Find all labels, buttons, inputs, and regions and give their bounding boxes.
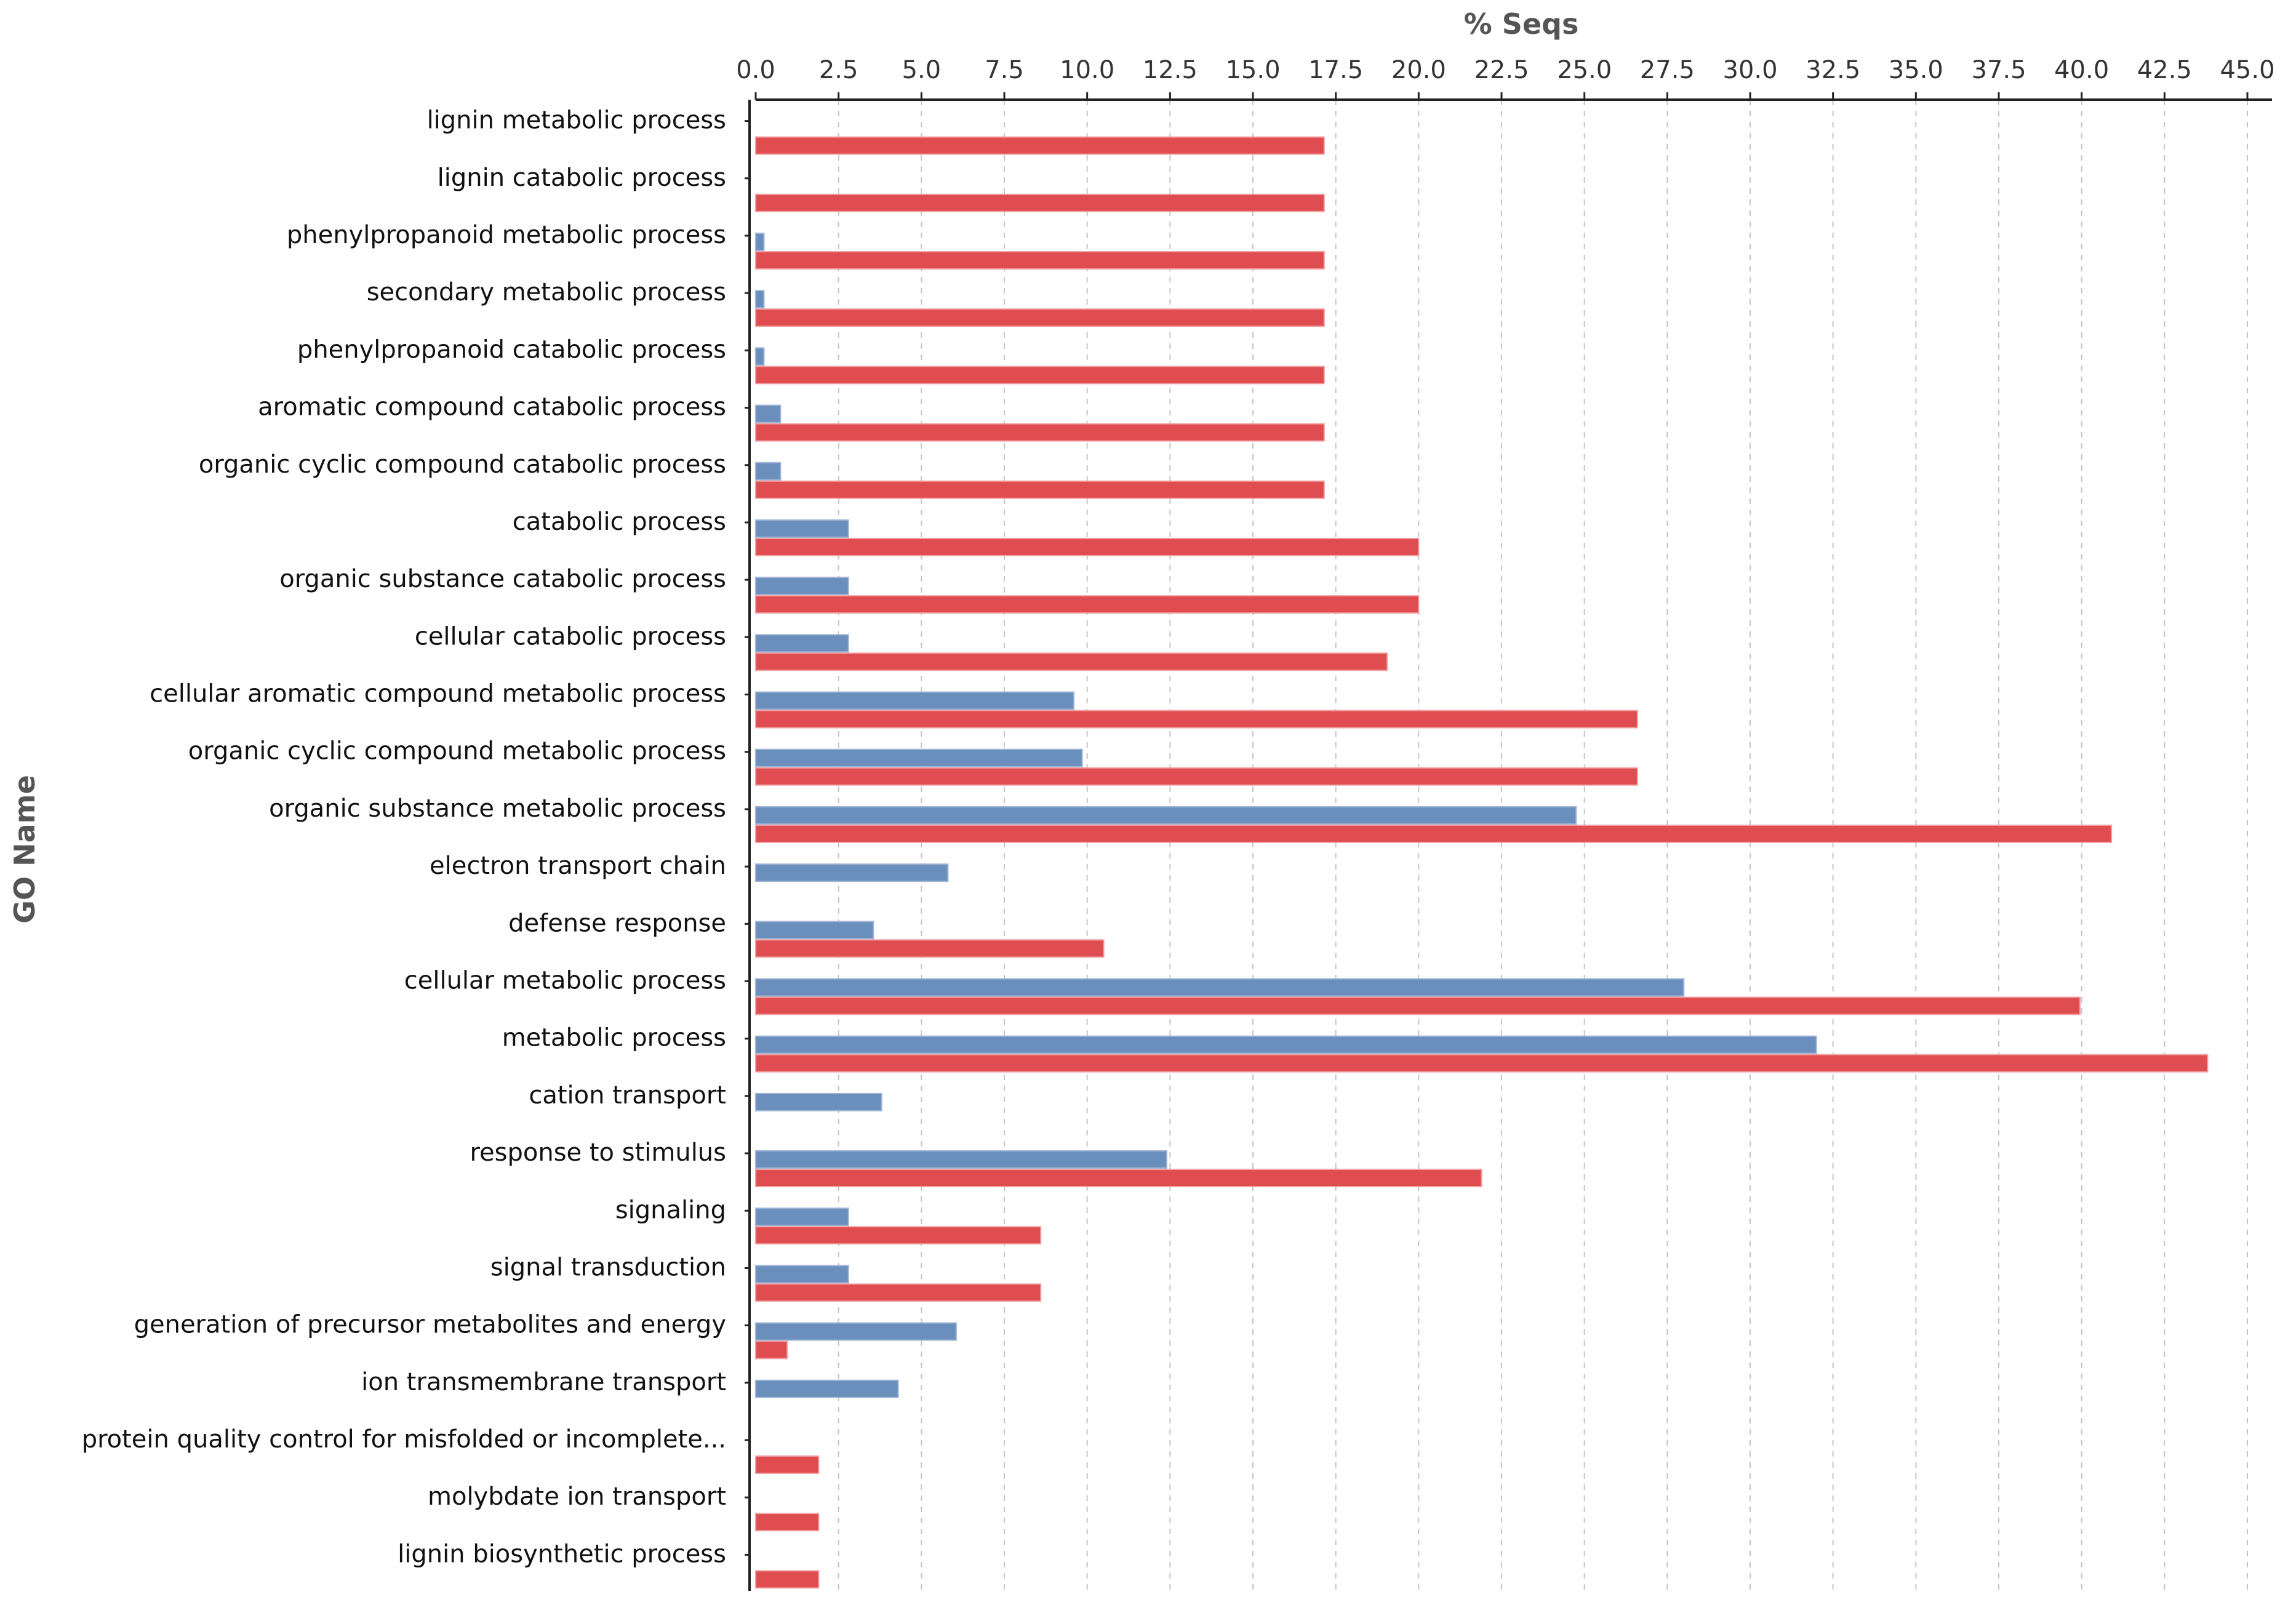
bar-red [755, 1570, 820, 1589]
bar-red [755, 1054, 2209, 1073]
bar-red [755, 824, 2113, 843]
category-label: generation of precursor metabolites and … [134, 1311, 726, 1339]
category-label: cellular catabolic process [415, 622, 726, 650]
bar-red [755, 1513, 820, 1532]
x-tick-label: 45.0 [2220, 56, 2274, 84]
bar-red [755, 1226, 1042, 1245]
category-label: cation transport [529, 1081, 726, 1110]
category-labels: lignin metabolic process lignin catabolic… [82, 106, 726, 1569]
category-label: phenylpropanoid metabolic process [287, 221, 726, 249]
bar-red [755, 939, 1105, 958]
bar-blue [755, 1035, 1817, 1054]
bar-red [755, 250, 1325, 270]
bar-blue [755, 691, 1075, 710]
x-tick-label: 2.5 [819, 56, 858, 84]
bar-red [755, 193, 1325, 212]
x-tick-label: 25.0 [1557, 56, 1612, 84]
category-label: ion transmembrane transport [361, 1368, 726, 1396]
y-axis-title: GO Name [8, 775, 41, 924]
bar-blue [755, 863, 949, 883]
bar-blue [755, 1322, 957, 1341]
bar-red [755, 710, 1638, 729]
category-label: phenylpropanoid catabolic process [297, 335, 726, 364]
bar-blue [755, 1207, 849, 1227]
bar-blue [755, 290, 765, 309]
category-label: lignin catabolic process [438, 164, 726, 192]
category-label: lignin biosynthetic process [398, 1540, 726, 1568]
x-tick-label: 40.0 [2054, 56, 2109, 84]
category-label: catabolic process [513, 508, 726, 536]
x-tick-label: 20.0 [1391, 56, 1446, 84]
bar-red [755, 136, 1325, 155]
bar-blue [755, 519, 849, 538]
bar-red [755, 480, 1325, 499]
category-label: protein quality control for misfolded or… [82, 1425, 726, 1454]
x-axis-title: % Seqs [1464, 7, 1579, 41]
bar-blue [755, 1092, 882, 1111]
bar-blue [755, 806, 1577, 825]
category-label: organic cyclic compound metabolic proces… [188, 737, 726, 766]
bar-blue [755, 404, 782, 423]
bar-blue [755, 1150, 1167, 1169]
bar-blue [755, 1265, 849, 1284]
bar-red [755, 308, 1325, 327]
bar-red [755, 1340, 788, 1359]
category-label: signal transduction [490, 1253, 726, 1281]
category-label: organic cyclic compound catabolic proces… [199, 450, 726, 479]
bar-blue [755, 978, 1685, 997]
bar-red [755, 767, 1638, 786]
category-label: aromatic compound catabolic process [258, 393, 726, 422]
x-tick-label: 5.0 [902, 56, 942, 84]
bar-blue [755, 232, 765, 251]
bar-red [755, 996, 2081, 1015]
bar-red [755, 1283, 1042, 1302]
category-label: organic substance metabolic process [269, 794, 726, 823]
bar-blue [755, 347, 765, 366]
bar-red [755, 652, 1388, 671]
x-tick-label: 10.0 [1060, 56, 1114, 84]
x-tick-label: 27.5 [1640, 56, 1695, 84]
bar-red [755, 1455, 820, 1475]
x-tick-label: 30.0 [1722, 56, 1777, 84]
bar-blue [755, 748, 1083, 767]
category-label: molybdate ion transport [428, 1483, 726, 1511]
category-label: metabolic process [502, 1024, 726, 1052]
x-tick-label: 0.0 [736, 56, 775, 84]
x-tick-label: 15.0 [1225, 56, 1280, 84]
bar-red [755, 537, 1420, 556]
bar-blue [755, 921, 874, 940]
category-label: cellular aromatic compound metabolic pro… [150, 680, 726, 708]
bar-red [755, 1169, 1482, 1188]
category-label: electron transport chain [430, 852, 726, 880]
x-tick-label: 37.5 [1971, 56, 2026, 84]
category-label: lignin metabolic process [427, 106, 726, 135]
bar-red [755, 423, 1325, 442]
bar-blue [755, 462, 782, 481]
x-tick-label: 42.5 [2137, 56, 2192, 84]
bar-red [755, 595, 1420, 614]
category-label: signaling [615, 1196, 726, 1224]
category-label: response to stimulus [470, 1139, 726, 1167]
category-label: secondary metabolic process [367, 278, 726, 306]
bar-blue [755, 634, 849, 653]
x-tick-label: 12.5 [1143, 56, 1198, 84]
bars [755, 136, 2209, 1589]
category-label: organic substance catabolic process [279, 565, 726, 593]
category-label: cellular metabolic process [404, 966, 726, 995]
category-label: defense response [508, 909, 726, 937]
bar-blue [755, 1379, 899, 1398]
x-tick-label: 7.5 [985, 56, 1024, 84]
axes: 0.0 2.5 5.0 7.5 10.0 12.5 15.0 17.5 20.0 22.5 25.0… [736, 56, 2275, 1591]
x-tick-label: 17.5 [1308, 56, 1363, 84]
bar-blue [755, 577, 849, 596]
bar-red [755, 366, 1325, 385]
x-tick-label: 22.5 [1474, 56, 1529, 84]
x-tick-label: 32.5 [1806, 56, 1860, 84]
gridlines [838, 100, 2248, 1591]
x-tick-label: 35.0 [1889, 56, 1943, 84]
